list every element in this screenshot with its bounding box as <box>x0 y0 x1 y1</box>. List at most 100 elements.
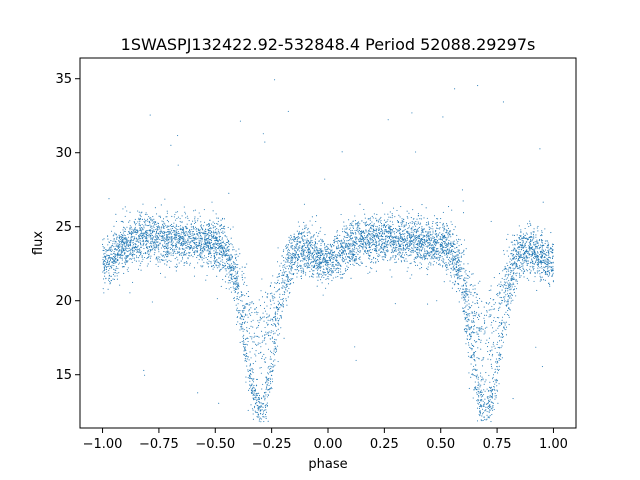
data-point <box>492 353 494 356</box>
data-point <box>257 409 259 411</box>
data-point <box>213 253 215 255</box>
data-point <box>112 274 114 276</box>
data-point <box>119 235 121 237</box>
data-point <box>398 238 400 240</box>
data-point <box>488 289 490 292</box>
data-point <box>209 219 211 221</box>
data-point <box>401 224 403 226</box>
data-point <box>374 235 376 237</box>
data-point <box>352 245 354 247</box>
data-point <box>294 246 296 248</box>
data-point <box>270 374 272 376</box>
data-point <box>166 264 168 266</box>
data-point <box>140 215 142 218</box>
data-point <box>380 238 382 240</box>
data-point <box>348 239 351 241</box>
data-point <box>196 247 198 249</box>
data-point <box>294 258 296 260</box>
data-point <box>182 248 185 250</box>
data-point <box>176 241 178 243</box>
data-point <box>391 217 393 219</box>
data-point <box>487 390 489 392</box>
data-point <box>507 302 509 304</box>
data-point <box>469 291 471 293</box>
data-point <box>163 222 165 224</box>
data-point <box>244 295 246 297</box>
data-point <box>125 237 127 239</box>
data-point <box>480 380 482 382</box>
data-point <box>348 257 350 259</box>
data-point <box>108 263 110 265</box>
data-point <box>513 271 515 274</box>
data-point <box>506 271 508 273</box>
data-point <box>305 260 308 262</box>
data-point <box>164 263 166 265</box>
data-point <box>551 248 553 250</box>
data-point <box>124 249 126 251</box>
data-point <box>541 365 543 368</box>
data-point <box>395 255 397 257</box>
data-point <box>476 311 478 313</box>
data-point <box>234 263 236 265</box>
data-point <box>371 249 373 251</box>
data-point <box>167 242 169 244</box>
data-point <box>151 234 154 236</box>
data-point <box>367 235 369 237</box>
data-point <box>349 256 351 258</box>
data-point <box>517 241 519 243</box>
data-point <box>407 245 409 247</box>
data-point <box>203 248 205 250</box>
data-point <box>197 220 199 222</box>
data-point <box>139 229 141 232</box>
data-point <box>408 236 410 239</box>
data-point <box>378 241 380 243</box>
data-point <box>437 253 439 255</box>
data-point <box>419 253 422 255</box>
data-point <box>319 230 321 232</box>
data-point <box>169 247 171 249</box>
data-point <box>404 249 406 251</box>
data-point <box>392 231 394 233</box>
data-point <box>422 234 424 236</box>
data-point <box>104 252 106 254</box>
data-point <box>109 268 111 270</box>
data-point <box>275 317 277 319</box>
data-point <box>415 257 417 259</box>
data-point <box>368 257 370 259</box>
data-point <box>490 359 492 361</box>
data-point <box>480 396 482 398</box>
data-point <box>534 263 536 265</box>
data-point <box>316 257 318 259</box>
data-point <box>548 254 550 256</box>
data-point <box>481 395 484 397</box>
data-point <box>286 285 288 287</box>
data-point <box>481 415 483 417</box>
data-point <box>346 240 348 242</box>
data-point <box>403 235 405 237</box>
data-point <box>166 251 169 253</box>
data-point <box>289 253 291 255</box>
data-point <box>243 350 245 352</box>
data-point <box>512 234 514 236</box>
data-point <box>448 239 450 242</box>
data-point <box>221 227 223 229</box>
data-point <box>489 399 491 401</box>
data-point <box>488 354 491 356</box>
data-point <box>483 306 485 308</box>
data-point <box>411 229 413 231</box>
data-point <box>275 311 277 313</box>
data-point <box>213 243 215 245</box>
data-point <box>334 251 336 253</box>
data-point <box>522 242 524 244</box>
data-point <box>364 242 366 244</box>
data-point <box>478 335 480 338</box>
data-point <box>261 335 263 337</box>
data-point <box>135 233 137 235</box>
data-point <box>134 222 136 224</box>
data-point <box>103 263 105 265</box>
data-point <box>261 355 263 357</box>
data-point <box>264 409 266 411</box>
data-point <box>368 218 370 220</box>
data-point <box>241 294 243 297</box>
data-point <box>292 248 294 250</box>
